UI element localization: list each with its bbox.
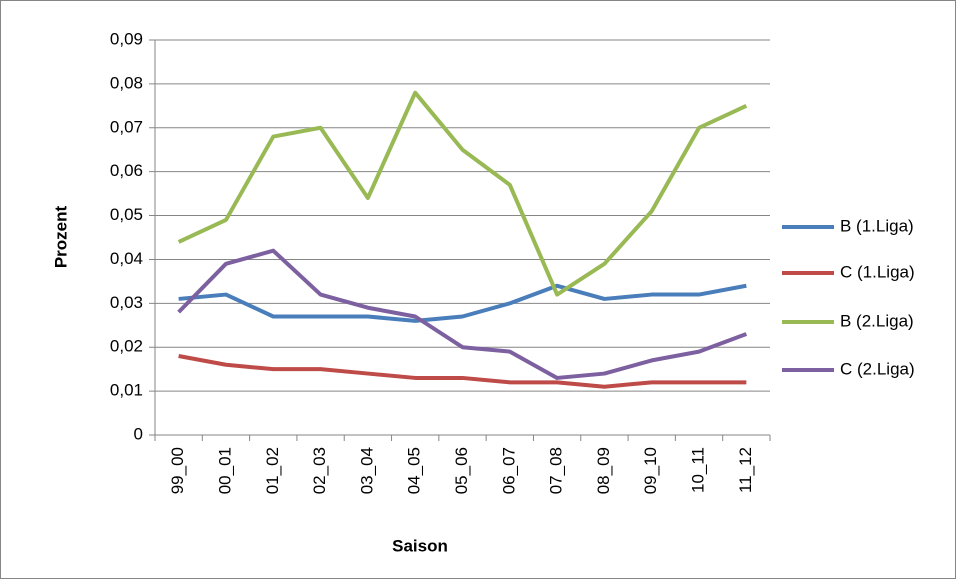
x-axis-label: Saison [392, 536, 448, 555]
y-tick-label: 0,03 [110, 293, 143, 312]
x-tick-label: 10_11 [689, 447, 708, 493]
y-tick-label: 0,09 [110, 29, 143, 48]
x-tick-label: 07_08 [547, 447, 566, 494]
y-tick-label: 0,01 [110, 381, 143, 400]
y-axis-label: Prozent [51, 205, 70, 268]
legend-label: B (1.Liga) [840, 216, 914, 235]
x-tick-label: 02_03 [310, 447, 329, 494]
series-line [178, 354, 747, 389]
y-tick-label: 0,07 [110, 117, 143, 136]
x-tick-label: 00_01 [215, 447, 234, 494]
legend-label: C (1.Liga) [840, 262, 915, 281]
x-tick-label: 03_04 [357, 447, 376, 494]
y-tick-label: 0,08 [110, 73, 143, 92]
x-tick-label: 05_06 [452, 447, 471, 494]
series-line [178, 283, 747, 323]
x-tick-label: 09_10 [641, 447, 660, 494]
x-tick-label: 11_12 [736, 447, 755, 493]
legend-label: B (2.Liga) [840, 311, 914, 330]
y-tick-label: 0,04 [110, 249, 143, 268]
y-tick-label: 0,05 [110, 205, 143, 224]
x-tick-label: 04_05 [405, 447, 424, 494]
x-tick-label: 08_09 [594, 447, 613, 494]
y-tick-label: 0,02 [110, 337, 143, 356]
legend-label: C (2.Liga) [840, 359, 915, 378]
x-tick-label: 99_00 [168, 447, 187, 494]
series-line [177, 248, 748, 380]
y-tick-label: 0 [134, 424, 143, 443]
x-tick-label: 06_07 [499, 447, 518, 494]
series-line [177, 90, 748, 297]
y-tick-label: 0,06 [110, 161, 143, 180]
x-tick-label: 01_02 [263, 447, 282, 494]
